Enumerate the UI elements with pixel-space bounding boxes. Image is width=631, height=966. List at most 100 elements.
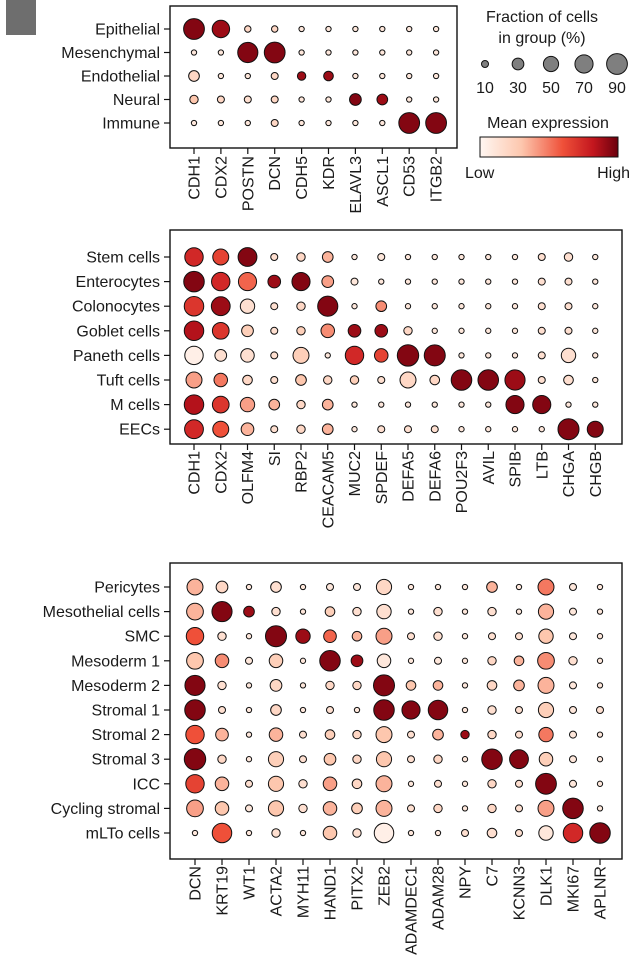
dot (538, 825, 554, 841)
dot (532, 395, 552, 415)
dot (323, 70, 334, 82)
dot (183, 320, 205, 342)
dot (403, 326, 413, 336)
dot (562, 797, 584, 820)
dot (344, 345, 365, 366)
dot (596, 731, 604, 738)
dot (270, 302, 279, 311)
size-legend-label: 10 (476, 80, 494, 97)
col-label: ADAM28 (431, 866, 448, 930)
dot (377, 375, 386, 385)
dot (592, 352, 599, 359)
dot (211, 271, 231, 292)
dot (538, 426, 545, 433)
col-label: CDX2 (213, 156, 230, 199)
dot (296, 301, 306, 311)
dot (423, 344, 446, 367)
dot (267, 751, 285, 768)
dot (485, 278, 492, 285)
col-label: SPDEF (374, 451, 391, 505)
dot (433, 779, 443, 788)
dot (211, 321, 230, 340)
dot (404, 401, 412, 408)
col-label: APLNR (593, 866, 610, 919)
dot (375, 775, 393, 793)
dot (240, 348, 255, 363)
dot (375, 799, 393, 817)
dot (431, 401, 438, 408)
dot (406, 730, 416, 739)
dot (216, 95, 225, 104)
dot (214, 801, 230, 816)
dot (352, 680, 362, 691)
dot (183, 270, 205, 293)
dot (477, 369, 500, 391)
dot (214, 776, 230, 792)
dot (433, 656, 443, 665)
col-label: C7 (485, 866, 502, 887)
row-label: SMC (124, 629, 160, 646)
dotplot-panel-1: Epithelial Mesenchymal Endothelial Neural Im… (61, 5, 458, 214)
col-label: POSTN (240, 156, 257, 211)
dot (461, 780, 469, 787)
dot (245, 706, 253, 714)
dot (406, 72, 413, 80)
dot (296, 399, 306, 410)
dot (458, 278, 465, 285)
col-label: CHGB (588, 451, 605, 497)
dot (299, 829, 307, 837)
dot (485, 253, 492, 261)
dot (568, 730, 578, 739)
dot (298, 779, 308, 789)
panel-frame (169, 229, 623, 445)
dot (210, 296, 231, 317)
dot (184, 674, 206, 696)
dot (485, 352, 492, 359)
row-label: Pericytes (94, 580, 160, 597)
row-label: Stem cells (86, 250, 160, 267)
dot (186, 578, 204, 596)
col-label: DCN (188, 866, 205, 901)
dot (212, 420, 230, 438)
dot (379, 72, 386, 80)
dot (298, 25, 305, 33)
col-label: DCN (267, 156, 284, 191)
dot (317, 295, 339, 317)
dot (378, 278, 385, 285)
dot (487, 803, 497, 814)
dot (270, 252, 279, 262)
dot (296, 252, 306, 262)
dot (538, 628, 554, 644)
dot (244, 656, 254, 665)
dot (243, 605, 255, 618)
dot (565, 401, 572, 408)
dot (458, 303, 465, 310)
dotplot-panel-2: Stem cells Enterocytes Colonocytes Goblet c… (72, 229, 623, 528)
dot (213, 372, 229, 388)
dot (268, 727, 284, 742)
dot (450, 369, 473, 391)
dot (407, 608, 415, 615)
dot (396, 344, 420, 367)
dot (431, 278, 438, 285)
dot (596, 780, 604, 787)
row-label: M cells (110, 397, 160, 414)
dot (324, 352, 331, 359)
col-label: CHGA (561, 451, 578, 498)
col-label: CDX2 (213, 451, 230, 494)
row-label: Goblet cells (76, 323, 160, 340)
dot (407, 829, 415, 837)
dot (461, 633, 469, 640)
dot (432, 728, 444, 741)
dot (214, 349, 228, 362)
size-legend-dot (606, 53, 628, 75)
dot (537, 375, 546, 385)
dot (183, 18, 205, 40)
dot (596, 583, 604, 591)
dot (242, 374, 253, 386)
dot (514, 730, 524, 739)
dot (244, 119, 251, 127)
dot (349, 93, 362, 106)
dot (351, 630, 363, 642)
col-label: MUC2 (347, 451, 364, 496)
